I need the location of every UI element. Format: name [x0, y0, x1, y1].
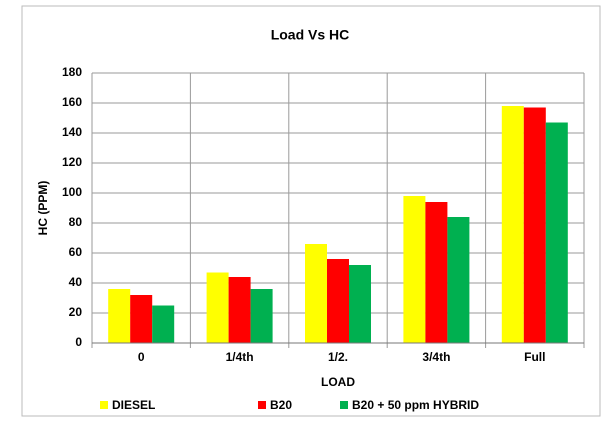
- bar: [108, 289, 131, 343]
- y-tick-label: 60: [69, 245, 83, 259]
- bar: [425, 202, 448, 343]
- y-tick-label: 120: [62, 155, 82, 169]
- bar: [228, 277, 251, 343]
- x-tick-label: 1/2.: [328, 350, 348, 364]
- bar: [523, 107, 546, 343]
- bar: [403, 196, 426, 343]
- x-tick-label: 0: [138, 350, 145, 364]
- y-tick-label: 20: [69, 305, 83, 319]
- bar: [349, 265, 371, 343]
- y-tick-label: 40: [69, 275, 83, 289]
- y-axis-label: HC (PPM): [36, 181, 50, 236]
- legend-swatch: [100, 401, 108, 409]
- bar: [250, 289, 273, 343]
- y-tick-label: 80: [69, 215, 83, 229]
- legend-swatch: [340, 401, 348, 409]
- bar: [152, 305, 175, 343]
- bar: [327, 259, 349, 343]
- legend-label: B20: [270, 398, 292, 412]
- y-tick-label: 160: [62, 95, 82, 109]
- bar: [545, 122, 568, 343]
- legend-swatch: [258, 401, 266, 409]
- bar: [305, 244, 327, 343]
- x-tick-label: 3/4th: [422, 350, 450, 364]
- bar: [206, 272, 229, 343]
- bar: [501, 106, 524, 343]
- chart-title: Load Vs HC: [271, 27, 350, 43]
- x-tick-label: Full: [524, 350, 545, 364]
- x-axis-label: LOAD: [321, 375, 355, 389]
- bar: [130, 295, 153, 343]
- y-tick-label: 140: [62, 125, 82, 139]
- y-tick-label: 100: [62, 185, 82, 199]
- y-tick-label: 180: [62, 65, 82, 79]
- x-tick-label: 1/4th: [226, 350, 254, 364]
- y-tick-label: 0: [75, 335, 82, 349]
- bar: [447, 217, 470, 343]
- legend-label: DIESEL: [112, 398, 155, 412]
- legend-label: B20 + 50 ppm HYBRID: [352, 398, 479, 412]
